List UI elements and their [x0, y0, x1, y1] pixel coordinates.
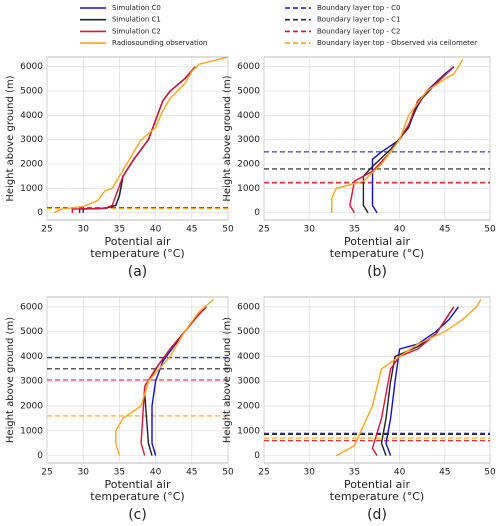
x-tick-label: 30 — [77, 225, 89, 235]
panel-label: (b) — [367, 264, 387, 280]
y-tick-label: 2000 — [20, 160, 43, 170]
x-axis-label: Potential air — [104, 478, 170, 491]
y-tick-label: 6000 — [20, 62, 43, 72]
plot-area — [263, 56, 491, 221]
x-tick-label: 35 — [349, 468, 360, 478]
x-tick-label: 25 — [258, 225, 269, 235]
x-tick-label: 40 — [150, 468, 162, 478]
x-tick-label: 30 — [303, 225, 315, 235]
legend-label: Simulation C1 — [112, 16, 161, 24]
y-tick-label: 5000 — [20, 87, 43, 97]
x-axis-label: Potential air — [104, 235, 170, 248]
x-axis-label: temperature (°C) — [90, 247, 184, 260]
legend-label: Boundary layer top - Observed via ceilom… — [317, 39, 477, 47]
y-tick-label: 4000 — [20, 111, 43, 121]
x-tick-label: 30 — [77, 468, 89, 478]
x-tick-label: 35 — [114, 225, 125, 235]
x-tick-label: 40 — [394, 468, 406, 478]
y-axis-label: Height above ground (m) — [5, 317, 16, 443]
profile-line — [331, 59, 464, 213]
y-axis-label: Height above ground (m) — [222, 75, 233, 201]
x-tick-label: 25 — [258, 468, 269, 478]
profile-line — [385, 306, 459, 456]
y-tick-label: 3000 — [20, 135, 43, 145]
x-axis-label: Potential air — [344, 235, 410, 248]
y-tick-label: 4000 — [237, 352, 260, 362]
y-tick-label: 2000 — [237, 402, 260, 412]
x-axis-label: temperature (°C) — [330, 490, 424, 503]
panel-label: (a) — [128, 264, 148, 280]
y-tick-label: 6000 — [237, 302, 260, 312]
y-tick-label: 0 — [254, 208, 260, 218]
y-tick-label: 1000 — [237, 426, 260, 436]
x-tick-label: 25 — [41, 468, 52, 478]
panel-label: (c) — [128, 507, 147, 523]
y-tick-label: 2000 — [20, 402, 43, 412]
legend-label: Simulation C2 — [112, 27, 161, 35]
legend-label: Radiosounding observation — [112, 39, 207, 47]
y-tick-label: 6000 — [237, 62, 260, 72]
x-tick-label: 45 — [186, 468, 197, 478]
y-axis-label: Height above ground (m) — [5, 75, 16, 201]
x-tick-label: 45 — [439, 225, 450, 235]
x-tick-label: 50 — [484, 468, 496, 478]
y-tick-label: 3000 — [237, 377, 260, 387]
y-tick-label: 3000 — [237, 135, 260, 145]
x-tick-label: 40 — [150, 225, 162, 235]
x-axis-label: temperature (°C) — [90, 490, 184, 503]
profile-line — [115, 298, 214, 456]
x-axis-label: Potential air — [344, 478, 410, 491]
legend-label: Boundary layer top - C2 — [317, 27, 401, 35]
legend-label: Simulation C0 — [112, 4, 161, 12]
y-tick-label: 6000 — [20, 302, 43, 312]
y-tick-label: 1000 — [237, 184, 260, 194]
x-tick-label: 45 — [439, 468, 450, 478]
x-tick-label: 50 — [222, 468, 234, 478]
y-tick-label: 1000 — [20, 426, 43, 436]
y-tick-label: 0 — [254, 451, 260, 461]
profile-line — [71, 66, 196, 213]
x-tick-label: 35 — [114, 468, 125, 478]
profile-line — [140, 306, 207, 456]
x-tick-label: 30 — [303, 468, 315, 478]
x-tick-label: 45 — [186, 225, 197, 235]
y-tick-label: 0 — [37, 451, 43, 461]
y-axis-label: Height above ground (m) — [222, 317, 233, 443]
x-tick-label: 25 — [41, 225, 52, 235]
profile-line — [335, 299, 482, 457]
y-tick-label: 1000 — [20, 184, 43, 194]
profile-line — [53, 57, 228, 214]
legend-label: Boundary layer top - C1 — [317, 16, 401, 24]
y-tick-label: 5000 — [20, 327, 43, 337]
y-tick-label: 0 — [37, 208, 43, 218]
x-tick-label: 35 — [349, 225, 360, 235]
panel-label: (d) — [367, 507, 387, 523]
y-tick-label: 4000 — [20, 352, 43, 362]
legend-label: Boundary layer top - C0 — [317, 4, 401, 12]
x-tick-label: 40 — [394, 225, 406, 235]
y-tick-label: 5000 — [237, 327, 260, 337]
plot-area — [46, 56, 229, 221]
x-tick-label: 50 — [222, 225, 234, 235]
x-tick-label: 50 — [484, 225, 496, 235]
x-axis-label: temperature (°C) — [330, 247, 424, 260]
y-tick-label: 3000 — [20, 377, 43, 387]
y-tick-label: 2000 — [237, 160, 260, 170]
y-tick-label: 4000 — [237, 111, 260, 121]
y-tick-label: 5000 — [237, 87, 260, 97]
